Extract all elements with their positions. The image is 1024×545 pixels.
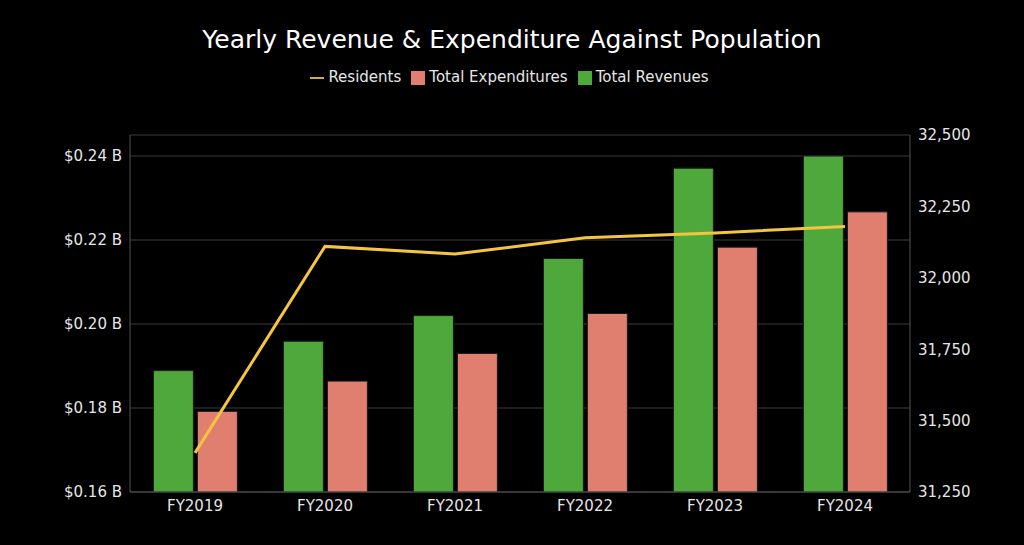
svg-text:31,500: 31,500 <box>918 412 971 430</box>
svg-text:$0.24 B: $0.24 B <box>64 147 122 165</box>
svg-text:$0.18 B: $0.18 B <box>64 399 122 417</box>
svg-text:FY2019: FY2019 <box>167 497 223 515</box>
svg-text:FY2022: FY2022 <box>557 497 613 515</box>
svg-text:FY2023: FY2023 <box>687 497 743 515</box>
svg-text:$0.22 B: $0.22 B <box>64 231 122 249</box>
svg-text:32,250: 32,250 <box>918 198 971 216</box>
svg-text:FY2021: FY2021 <box>427 497 483 515</box>
svg-text:31,750: 31,750 <box>918 341 971 359</box>
html-text:Yearly Revenue & Expenditure A: Yearly Revenue & Expenditure Against Pop… <box>202 25 822 54</box>
html-text:Total Expenditures: Total Expenditures <box>429 68 568 86</box>
html-text:Total Revenues: Total Revenues <box>595 68 709 86</box>
svg-text:FY2020: FY2020 <box>297 497 353 515</box>
svg-text:32,000: 32,000 <box>918 269 971 287</box>
svg-text:$0.16 B: $0.16 B <box>64 483 122 501</box>
svg-text:$0.20 B: $0.20 B <box>64 315 122 333</box>
svg-text:32,500: 32,500 <box>918 126 971 144</box>
svg-text:31,250: 31,250 <box>918 483 971 501</box>
svg-text:FY2024: FY2024 <box>817 497 873 515</box>
html-text:Residents: Residents <box>328 68 402 86</box>
